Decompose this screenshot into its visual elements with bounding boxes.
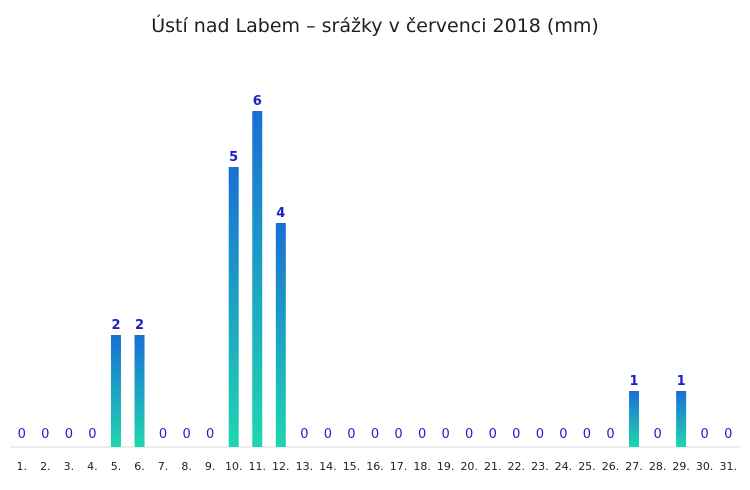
value-label-16: 0: [371, 427, 379, 442]
x-tick-label-10: 10.: [225, 460, 243, 473]
x-tick-label-5: 5.: [111, 460, 122, 473]
value-label-13: 0: [300, 427, 308, 442]
value-label-1: 0: [18, 427, 26, 442]
value-label-4: 0: [88, 427, 96, 442]
x-tick-label-21: 21.: [484, 460, 502, 473]
value-label-26: 0: [606, 427, 614, 442]
x-tick-label-2: 2.: [40, 460, 51, 473]
value-label-14: 0: [324, 427, 332, 442]
bar-27: [629, 391, 640, 447]
x-tick-label-9: 9.: [205, 460, 216, 473]
x-tick-label-8: 8.: [181, 460, 192, 473]
x-tick-label-7: 7.: [158, 460, 169, 473]
bar-10: [228, 167, 239, 447]
x-tick-label-20: 20.: [460, 460, 478, 473]
x-tick-label-12: 12.: [272, 460, 290, 473]
x-tick-label-23: 23.: [531, 460, 549, 473]
bar-12: [275, 223, 286, 447]
value-label-28: 0: [653, 427, 661, 442]
value-label-21: 0: [489, 427, 497, 442]
bars-group: [110, 111, 687, 447]
value-label-20: 0: [465, 427, 473, 442]
x-tick-label-28: 28.: [649, 460, 667, 473]
value-label-9: 0: [206, 427, 214, 442]
x-tick-label-27: 27.: [625, 460, 643, 473]
x-tick-label-3: 3.: [64, 460, 75, 473]
x-tick-label-17: 17.: [390, 460, 408, 473]
x-tick-label-11: 11.: [249, 460, 267, 473]
value-label-12: 4: [276, 206, 285, 221]
x-tick-label-18: 18.: [413, 460, 431, 473]
value-label-2: 0: [41, 427, 49, 442]
x-tick-label-26: 26.: [602, 460, 620, 473]
x-tick-label-14: 14.: [319, 460, 337, 473]
value-label-3: 0: [65, 427, 73, 442]
x-tick-label-22: 22.: [508, 460, 526, 473]
value-label-30: 0: [701, 427, 709, 442]
value-label-25: 0: [583, 427, 591, 442]
x-tick-label-24: 24.: [555, 460, 573, 473]
value-label-18: 0: [418, 427, 426, 442]
x-tick-label-30: 30.: [696, 460, 714, 473]
x-tick-label-16: 16.: [366, 460, 384, 473]
bar-6: [134, 335, 145, 447]
value-label-15: 0: [347, 427, 355, 442]
tick-labels-group: 1. 2. 3. 4. 5. 6. 7. 8. 9. 10. 11. 12. 13. 14. 15. 16. 1…: [17, 460, 737, 473]
x-tick-label-31: 31.: [719, 460, 737, 473]
value-label-8: 0: [182, 427, 190, 442]
x-tick-label-4: 4.: [87, 460, 98, 473]
value-label-24: 0: [559, 427, 567, 442]
value-label-10: 5: [229, 150, 238, 165]
value-label-19: 0: [442, 427, 450, 442]
value-label-22: 0: [512, 427, 520, 442]
x-tick-label-25: 25.: [578, 460, 596, 473]
value-label-17: 0: [394, 427, 402, 442]
value-label-5: 2: [111, 318, 120, 333]
chart-title: Ústí nad Labem – srážky v červenci 2018 …: [151, 13, 599, 37]
value-label-6: 2: [135, 318, 144, 333]
x-tick-label-19: 19.: [437, 460, 455, 473]
x-tick-label-13: 13.: [296, 460, 314, 473]
bar-5: [110, 335, 121, 447]
value-label-11: 6: [253, 94, 262, 109]
value-label-23: 0: [536, 427, 544, 442]
value-label-27: 1: [630, 374, 639, 389]
x-tick-label-15: 15.: [343, 460, 361, 473]
x-tick-label-29: 29.: [672, 460, 690, 473]
bar-29: [676, 391, 687, 447]
x-tick-label-6: 6.: [134, 460, 145, 473]
value-label-7: 0: [159, 427, 167, 442]
x-tick-label-1: 1.: [17, 460, 28, 473]
value-label-31: 0: [724, 427, 732, 442]
value-label-29: 1: [677, 374, 686, 389]
bar-11: [252, 111, 263, 447]
